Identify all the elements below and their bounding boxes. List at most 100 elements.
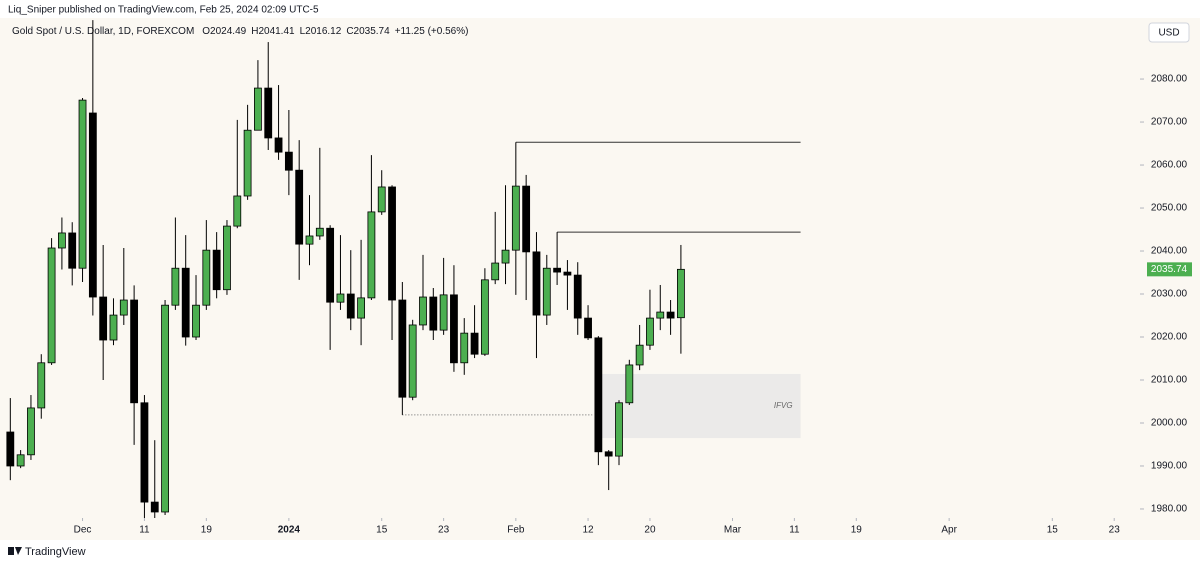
candle-body bbox=[254, 87, 262, 131]
y-tick-label: 1980.00 bbox=[1151, 504, 1188, 515]
legend-open: O2024.49 bbox=[202, 26, 246, 37]
candle-body bbox=[511, 185, 520, 251]
candle-body bbox=[6, 431, 15, 467]
currency[interactable]: USD bbox=[1158, 28, 1179, 39]
candle-body bbox=[450, 294, 458, 364]
candle-body bbox=[119, 299, 128, 316]
y-tick-label: 1990.00 bbox=[1151, 461, 1188, 472]
symbol: Gold Spot / U.S. Dollar, 1D, FOREXCOM bbox=[12, 26, 194, 37]
legend: Gold Spot / U.S. Dollar, 1D, FOREXCOM O20… bbox=[12, 26, 468, 37]
candle-body bbox=[284, 151, 293, 171]
x-tick-label: 23 bbox=[438, 525, 450, 536]
candle-body bbox=[522, 185, 531, 253]
legend-close: C2035.74 bbox=[346, 26, 390, 37]
candle-body bbox=[181, 267, 190, 338]
candle-body bbox=[192, 304, 200, 338]
candle-body bbox=[150, 501, 159, 513]
candle-body bbox=[656, 311, 665, 319]
x-tick-label: 11 bbox=[789, 525, 800, 536]
candle-body bbox=[460, 332, 469, 364]
x-tick-label: 2024 bbox=[278, 525, 301, 536]
brand: TradingView bbox=[25, 546, 86, 558]
candle-body bbox=[542, 267, 551, 316]
x-tick-label: 19 bbox=[851, 525, 863, 536]
candle-body bbox=[109, 314, 118, 341]
candle-body bbox=[470, 332, 479, 355]
candle-body bbox=[594, 337, 603, 453]
x-tick-label: 20 bbox=[644, 525, 656, 536]
candle-body bbox=[677, 268, 685, 319]
candle-body bbox=[367, 211, 376, 299]
candle-body bbox=[336, 293, 345, 303]
candle-body bbox=[584, 317, 592, 339]
candle-body bbox=[130, 299, 139, 404]
y-tick-label: 2010.00 bbox=[1151, 375, 1188, 386]
y-tick-label: 2050.00 bbox=[1151, 203, 1188, 214]
x-tick-label: 11 bbox=[139, 525, 150, 536]
candle-body bbox=[491, 262, 500, 281]
candle-body bbox=[88, 112, 97, 298]
candle-body bbox=[140, 402, 149, 503]
candle-body bbox=[47, 247, 56, 364]
candle-body bbox=[243, 129, 252, 197]
last-price-label: 2035.74 bbox=[1151, 264, 1188, 275]
candle-body bbox=[501, 249, 510, 264]
y-tick-label: 2080.00 bbox=[1151, 74, 1188, 85]
candle-body bbox=[429, 296, 438, 331]
candle-body bbox=[388, 186, 396, 301]
legend-high: H2041.41 bbox=[251, 26, 295, 37]
candle-body bbox=[573, 274, 582, 319]
candle-body bbox=[264, 87, 273, 139]
candle-body bbox=[171, 267, 180, 306]
currency-box[interactable] bbox=[1148, 22, 1190, 43]
y-tick-label: 2020.00 bbox=[1151, 332, 1188, 343]
candle-body bbox=[563, 271, 572, 276]
candle-body bbox=[274, 137, 283, 153]
header-strip bbox=[0, 0, 1200, 18]
candle-body bbox=[532, 251, 541, 316]
footer-strip bbox=[0, 540, 1200, 565]
candle-body bbox=[78, 99, 87, 269]
y-tick-label: 2070.00 bbox=[1151, 117, 1188, 128]
candle-body bbox=[439, 294, 448, 331]
candle-body bbox=[625, 364, 634, 404]
candle-body bbox=[419, 296, 427, 326]
legend-low: L2016.12 bbox=[300, 26, 342, 37]
x-tick-label: 19 bbox=[201, 525, 213, 536]
candle-body bbox=[553, 267, 562, 273]
candle-body bbox=[295, 169, 304, 245]
candle-body bbox=[223, 225, 231, 291]
candle-body bbox=[615, 402, 623, 457]
candle-body bbox=[346, 293, 355, 319]
candle-body bbox=[233, 195, 242, 227]
candle-body bbox=[666, 311, 675, 319]
candle-body bbox=[68, 232, 77, 269]
last-price-box bbox=[1147, 262, 1192, 277]
y-tick-label: 2040.00 bbox=[1151, 246, 1188, 257]
y-tick-label: 2030.00 bbox=[1151, 289, 1188, 300]
candle-body bbox=[408, 324, 417, 398]
x-tick-label: 15 bbox=[376, 525, 388, 536]
y-tick-label: 2000.00 bbox=[1151, 418, 1188, 429]
candle-body bbox=[202, 249, 211, 306]
candle-body bbox=[58, 232, 66, 249]
candle-body bbox=[27, 407, 35, 456]
zone-label: IFVG bbox=[774, 401, 793, 410]
candle-body bbox=[646, 317, 654, 346]
publisher-line: Liq_Sniper published on TradingView.com,… bbox=[8, 5, 319, 16]
candle-body bbox=[16, 454, 25, 467]
candle-body bbox=[99, 296, 108, 341]
x-tick-label: Feb bbox=[507, 525, 525, 536]
candle-body bbox=[604, 451, 613, 457]
candle-body bbox=[212, 249, 221, 291]
candle-body bbox=[377, 186, 386, 213]
candle-body bbox=[326, 227, 335, 303]
candle-body bbox=[37, 362, 46, 409]
candle-body bbox=[315, 227, 324, 237]
x-tick-label: 23 bbox=[1109, 525, 1121, 536]
x-tick-label: Apr bbox=[941, 525, 957, 536]
x-tick-label: Mar bbox=[724, 525, 742, 536]
candle-body bbox=[305, 235, 314, 245]
